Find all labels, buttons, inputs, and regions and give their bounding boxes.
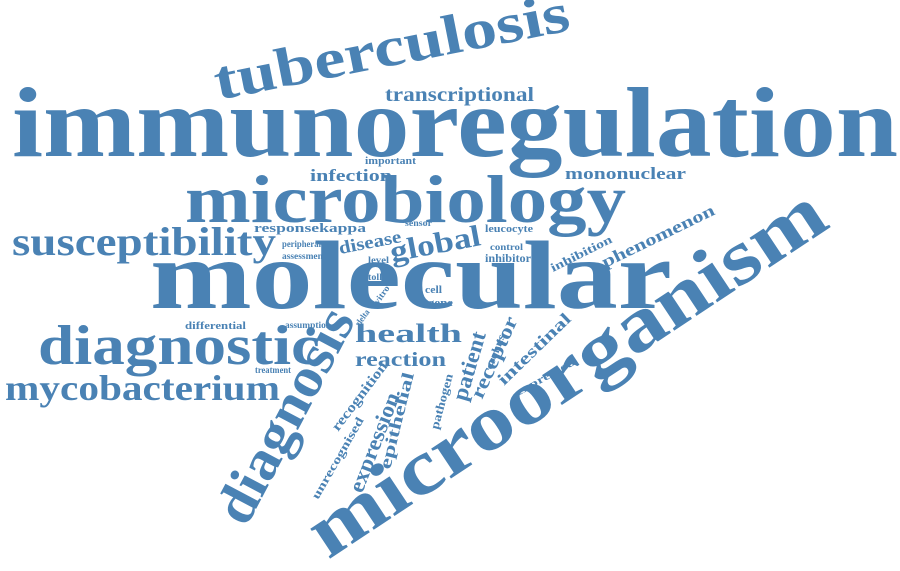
word: leucocyte <box>485 224 534 235</box>
word: reaction <box>355 349 446 371</box>
word: transcriptional <box>385 84 535 106</box>
word: treatment <box>255 365 291 375</box>
word: microbiology <box>185 161 626 237</box>
word: mycobacterium <box>5 368 280 408</box>
word: infection <box>310 166 393 185</box>
word: peripheral <box>282 239 321 249</box>
word: differential <box>185 321 246 332</box>
word: level <box>368 255 390 265</box>
word: assessment <box>282 251 326 261</box>
word: gene <box>428 298 454 309</box>
word: inhibitor <box>485 251 532 265</box>
word: mononuclear <box>565 164 687 183</box>
word: control <box>490 242 524 252</box>
word: health <box>355 319 463 348</box>
word: responsekappa <box>254 220 367 235</box>
word: important <box>365 155 416 167</box>
word: diagnostic <box>38 315 320 377</box>
word: immunoregulation <box>12 67 898 178</box>
word: assumption <box>285 320 331 330</box>
word: cell <box>425 284 442 296</box>
word: toll <box>368 272 383 282</box>
word: susceptibility <box>12 219 276 264</box>
word: sensor <box>405 218 432 228</box>
word: molecular <box>150 222 672 330</box>
